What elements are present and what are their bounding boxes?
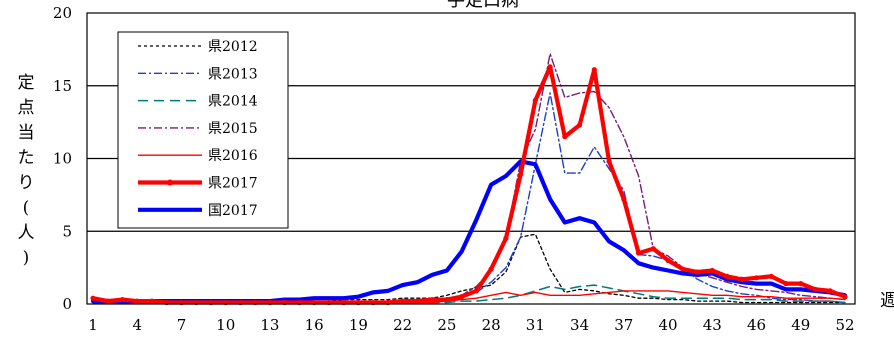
y-axis-label-char: 当 [18,123,35,143]
data-point [753,275,760,281]
data-point [429,297,435,303]
x-axis-ticks: 1 4 7 10 13 16 19 22 25 28 31 34 37 40 43 46 49 52 [88,316,854,334]
legend: 県2012 県2013 県2014 県2015 県2016 県2017 国2017 [117,31,289,229]
x-tick-label: 13 [260,316,279,334]
data-point [783,281,789,287]
data-point [606,158,612,165]
y-axis-label-char: 定 [18,73,35,93]
x-tick-label: 40 [659,316,678,334]
x-tick-label: 49 [791,316,810,334]
data-point [576,122,583,128]
y-tick-label: 5 [62,222,72,240]
data-point [105,298,111,304]
y-tick-label: 15 [53,77,72,95]
y-tick-label: 20 [53,4,72,22]
data-point [400,298,406,304]
legend-label: 県2013 [208,66,258,82]
data-point [798,281,804,287]
legend-label: 県2015 [208,121,258,137]
x-tick-label: 43 [703,316,722,334]
y-axis-label-char: り [18,173,35,193]
data-point [149,298,155,304]
data-point [562,134,568,140]
x-tick-label: 1 [88,316,98,334]
data-point [827,288,833,294]
x-tick-label: 22 [393,316,412,334]
x-tick-label: 46 [747,316,766,334]
legend-label: 県2016 [208,148,258,164]
data-point [488,266,494,272]
legend-label: 県2017 [208,176,258,192]
x-tick-label: 37 [614,316,633,334]
data-point [709,267,715,274]
x-tick-label: 19 [349,316,368,334]
y-axis-ticks: 0 5 10 15 20 [53,4,72,313]
legend-marker [167,179,173,186]
data-point [90,295,96,301]
data-point [842,294,848,300]
y-axis-label-char: た [18,148,35,168]
series-line [92,284,846,304]
data-point [459,294,465,300]
data-point [473,288,479,294]
y-axis-label-char: ) [23,248,30,268]
data-point [532,97,538,103]
legend-label: 県2012 [208,39,258,55]
y-axis-label-char: 点 [18,98,35,118]
x-axis-label: 週 [880,291,894,311]
x-tick-label: 34 [570,316,589,334]
data-point [444,297,450,303]
data-point [812,286,819,293]
y-tick-label: 0 [62,295,72,313]
x-tick-label: 7 [177,316,187,334]
y-tick-label: 10 [53,150,72,168]
data-point [768,273,774,279]
y-axis-label-char: ( [23,198,30,218]
x-tick-label: 16 [305,316,324,334]
data-point [134,298,140,304]
data-point [119,297,126,303]
data-point [503,235,509,242]
data-point [739,276,745,282]
legend-label: 県2014 [208,94,258,110]
x-tick-label: 28 [482,316,501,334]
y-axis-label-char: 人 [18,223,35,243]
data-point [547,64,553,70]
data-point [694,269,701,275]
data-point [724,273,730,279]
series-line [90,64,848,305]
data-point [680,266,686,272]
x-tick-label: 25 [437,316,456,334]
data-point [621,196,627,202]
chart-title: 手足口病 [447,0,519,11]
data-point [650,246,656,252]
data-point [665,257,671,263]
legend-label: 国2017 [208,203,258,219]
data-point [635,250,642,256]
x-tick-label: 52 [835,316,854,334]
series-layer [90,53,848,306]
x-tick-label: 10 [216,316,235,334]
legend-box [117,31,289,229]
data-point [591,67,597,73]
x-tick-label: 4 [132,316,142,334]
x-tick-label: 31 [526,316,545,334]
plot-frame [86,12,856,305]
data-point [414,298,420,304]
data-point [518,171,524,178]
